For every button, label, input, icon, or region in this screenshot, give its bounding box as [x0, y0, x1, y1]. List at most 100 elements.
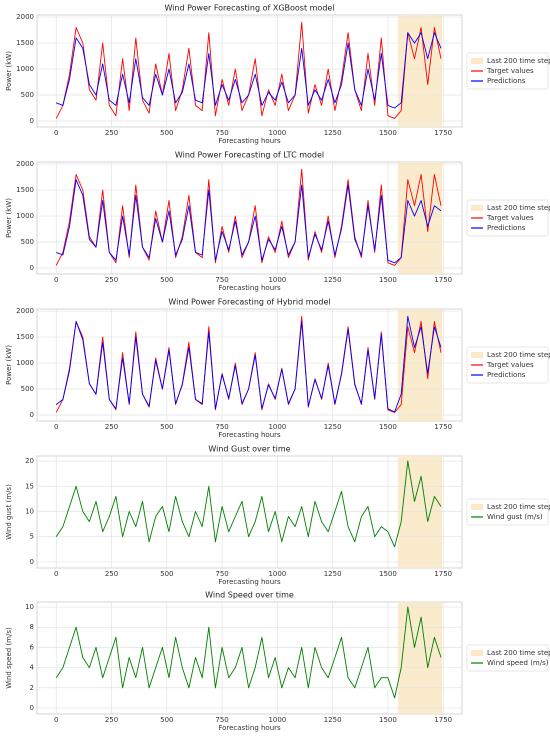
legend-label: Wind speed (m/s)	[487, 659, 549, 667]
x-tick-label: 0	[54, 423, 58, 431]
y-tick-label: 500	[21, 385, 34, 393]
legend-label: Predictions	[487, 371, 526, 379]
x-tick-label: 1000	[268, 129, 286, 137]
y-tick-label: 1000	[16, 65, 34, 73]
y-tick-label: 1500	[16, 186, 34, 194]
x-tick-label: 1750	[434, 570, 452, 578]
x-tick-label: 1500	[379, 276, 397, 284]
legend-swatch	[471, 205, 483, 211]
x-tick-label: 1000	[268, 716, 286, 724]
y-axis-label: Wind speed (m/s)	[5, 627, 13, 689]
y-tick-label: 1000	[16, 212, 34, 220]
y-tick-label: 1500	[16, 333, 34, 341]
plot-area	[36, 308, 463, 422]
x-tick-label: 250	[105, 423, 118, 431]
y-axis-label: Power (kW)	[5, 198, 13, 238]
plot-area	[36, 455, 463, 569]
y-tick-label: 15	[25, 482, 34, 490]
x-tick-label: 500	[160, 716, 173, 724]
legend-label: Last 200 time steps	[487, 57, 550, 65]
y-tick-label: 8	[30, 623, 34, 631]
legend-label: Target values	[486, 67, 534, 75]
x-tick-label: 250	[105, 276, 118, 284]
series-line	[56, 179, 442, 264]
y-tick-label: 0	[30, 558, 34, 566]
y-tick-label: 0	[30, 264, 34, 272]
x-tick-label: 500	[160, 129, 173, 137]
legend-swatch	[471, 352, 483, 358]
x-tick-label: 250	[105, 716, 118, 724]
x-tick-label: 1250	[324, 423, 342, 431]
y-tick-label: 20	[25, 457, 34, 465]
x-tick-label: 1000	[268, 423, 286, 431]
legend-label: Last 200 time steps	[487, 204, 550, 212]
chart-title: Wind Gust over time	[208, 445, 290, 454]
y-axis-label: Power (kW)	[5, 345, 13, 385]
legend-box	[466, 644, 549, 672]
x-tick-label: 1000	[268, 276, 286, 284]
legend-label: Last 200 time steps	[487, 351, 550, 359]
legend-swatch	[471, 650, 483, 656]
x-tick-label: 500	[160, 570, 173, 578]
x-tick-label: 0	[54, 570, 58, 578]
x-axis-label: Forecasting hours	[218, 284, 281, 292]
legend-swatch	[471, 58, 483, 64]
y-tick-label: 6	[30, 643, 35, 651]
x-tick-label: 1500	[379, 423, 397, 431]
x-tick-label: 1250	[324, 570, 342, 578]
plot-area	[36, 161, 463, 275]
y-tick-label: 1000	[16, 359, 34, 367]
legend-label: Last 200 time steps	[487, 649, 550, 657]
x-tick-label: 500	[160, 423, 173, 431]
legend-box	[466, 346, 549, 384]
series-line	[55, 315, 442, 413]
y-tick-label: 2	[30, 684, 34, 692]
x-tick-label: 1250	[324, 129, 342, 137]
y-tick-label: 5	[30, 533, 34, 541]
x-tick-label: 1750	[434, 276, 452, 284]
y-axis-label: Power (kW)	[5, 51, 13, 91]
series-line	[55, 606, 442, 699]
legend-label: Last 200 time steps	[487, 503, 550, 511]
legend-label: Target values	[486, 214, 534, 222]
y-axis-label: Wind gust (m/s)	[5, 484, 13, 540]
plot-area	[36, 14, 463, 128]
highlight-span	[397, 602, 443, 714]
x-axis-label: Forecasting hours	[218, 578, 281, 586]
x-tick-label: 1250	[324, 716, 342, 724]
legend-box	[466, 199, 549, 237]
legend-label: Target values	[486, 361, 534, 369]
x-tick-label: 750	[215, 716, 228, 724]
x-axis-label: Forecasting hours	[218, 137, 281, 145]
y-tick-label: 2000	[16, 307, 34, 315]
highlight-span	[397, 456, 443, 568]
x-tick-label: 0	[54, 276, 58, 284]
legend-swatch	[471, 504, 483, 510]
chart-title: Wind Power Forecasting of Hybrid model	[168, 298, 330, 307]
legend-box	[466, 498, 549, 526]
series-line	[56, 32, 442, 109]
series-line	[55, 460, 442, 548]
y-tick-label: 10	[25, 507, 34, 515]
x-tick-label: 1250	[324, 276, 342, 284]
x-axis-label: Forecasting hours	[218, 431, 281, 439]
x-tick-label: 250	[105, 570, 118, 578]
x-tick-label: 750	[215, 276, 228, 284]
chart-title: Wind Speed over time	[205, 591, 294, 600]
legend-label: Predictions	[487, 77, 526, 85]
y-tick-label: 2000	[16, 160, 34, 168]
legend-label: Wind gust (m/s)	[487, 513, 543, 521]
legend-box	[466, 52, 549, 90]
y-tick-label: 500	[21, 238, 34, 246]
x-tick-label: 1500	[379, 129, 397, 137]
chart-title: Wind Power Forecasting of LTC model	[175, 151, 324, 160]
y-tick-label: 4	[30, 664, 35, 672]
x-tick-label: 500	[160, 276, 173, 284]
x-tick-label: 750	[215, 129, 228, 137]
x-tick-label: 250	[105, 129, 118, 137]
y-tick-label: 2000	[16, 13, 34, 21]
y-tick-label: 10	[25, 603, 34, 611]
x-tick-label: 750	[215, 423, 228, 431]
